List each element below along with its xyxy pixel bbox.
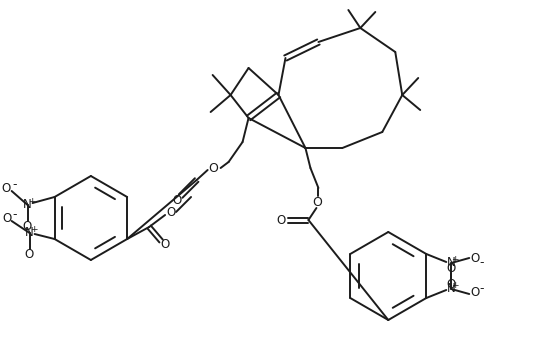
Text: O: O [209, 162, 218, 175]
Text: O: O [1, 182, 10, 195]
Text: -: - [479, 283, 483, 295]
Text: O: O [24, 247, 33, 260]
Text: N: N [447, 257, 456, 270]
Text: N: N [447, 283, 456, 295]
Text: O: O [172, 195, 182, 207]
Text: O: O [167, 207, 176, 220]
Text: N: N [23, 199, 32, 212]
Text: O: O [446, 277, 456, 290]
Text: +: + [452, 281, 459, 289]
Text: -: - [479, 257, 483, 270]
Text: N: N [25, 226, 34, 239]
Text: +: + [452, 254, 459, 264]
Text: O: O [161, 239, 170, 251]
Text: O: O [22, 220, 32, 233]
Text: +: + [28, 196, 35, 206]
Text: O: O [470, 252, 480, 265]
Text: O: O [277, 214, 286, 227]
Text: -: - [12, 178, 17, 191]
Text: +: + [30, 225, 37, 233]
Text: -: - [12, 208, 17, 221]
Text: O: O [2, 213, 11, 226]
Text: O: O [446, 262, 456, 275]
Text: O: O [312, 195, 323, 208]
Text: O: O [470, 287, 480, 300]
